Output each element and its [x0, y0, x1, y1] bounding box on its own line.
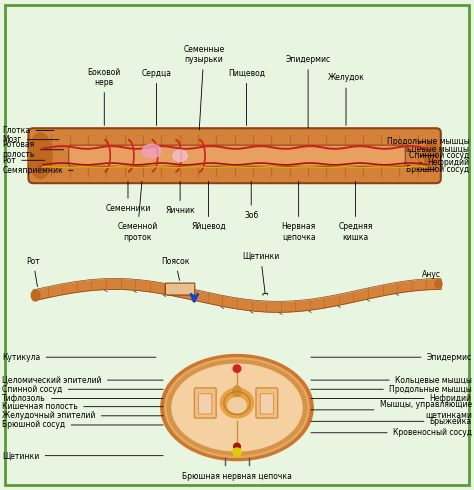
Text: Брюшной сосуд: Брюшной сосуд	[2, 420, 163, 429]
Text: Кутикула: Кутикула	[2, 353, 156, 362]
FancyBboxPatch shape	[194, 388, 216, 418]
Text: Ротовая
полость: Ротовая полость	[2, 140, 64, 159]
Text: Нефридий: Нефридий	[420, 158, 469, 167]
Ellipse shape	[424, 140, 438, 171]
Ellipse shape	[28, 133, 52, 178]
Text: Эпидермис: Эпидермис	[285, 55, 331, 128]
Ellipse shape	[435, 280, 442, 288]
Circle shape	[233, 365, 241, 372]
Text: Рот: Рот	[26, 257, 40, 287]
Text: Желудочный эпителий: Желудочный эпителий	[2, 411, 163, 420]
Circle shape	[233, 448, 241, 456]
Ellipse shape	[165, 358, 309, 458]
Text: Анус: Анус	[422, 270, 441, 284]
Text: Кольцевые мышцы: Кольцевые мышцы	[392, 145, 469, 153]
Ellipse shape	[172, 364, 302, 451]
Text: Сердца: Сердца	[141, 69, 172, 125]
Text: Мышцы, управляющие
щетинками: Мышцы, управляющие щетинками	[311, 400, 472, 419]
Text: Семенники: Семенники	[105, 181, 151, 213]
FancyBboxPatch shape	[5, 5, 469, 485]
Text: Семенные
пузырьки: Семенные пузырьки	[183, 45, 225, 130]
Text: Продольные мышцы: Продольные мышцы	[386, 138, 469, 147]
Text: Спинной сосуд: Спинной сосуд	[409, 151, 469, 160]
Ellipse shape	[220, 388, 254, 418]
Text: Зоб: Зоб	[244, 181, 258, 220]
Text: Спинной сосуд: Спинной сосуд	[2, 385, 163, 394]
Ellipse shape	[142, 144, 161, 158]
Ellipse shape	[228, 397, 246, 413]
FancyBboxPatch shape	[256, 388, 278, 418]
Ellipse shape	[161, 355, 313, 460]
Text: Рот: Рот	[2, 156, 45, 165]
FancyBboxPatch shape	[69, 145, 405, 166]
Text: Глотка: Глотка	[2, 126, 54, 135]
Text: Желудок: Желудок	[328, 74, 365, 125]
Text: Щетинки: Щетинки	[2, 451, 163, 460]
Text: Нервная
цепочка: Нервная цепочка	[282, 181, 316, 242]
FancyBboxPatch shape	[28, 128, 441, 183]
Text: Щетинки: Щетинки	[242, 252, 279, 295]
Text: Целомический эпителий: Целомический эпителий	[2, 376, 163, 385]
Text: Семяприёмник: Семяприёмник	[2, 166, 73, 175]
Text: Тифлозоль: Тифлозоль	[2, 394, 163, 403]
Text: Брюшная нервная цепочка: Брюшная нервная цепочка	[182, 472, 292, 481]
Text: Яйцевод: Яйцевод	[191, 181, 226, 231]
Text: Брюшной сосуд: Брюшной сосуд	[406, 165, 469, 174]
Ellipse shape	[167, 360, 307, 455]
Ellipse shape	[31, 290, 40, 301]
Text: Кровеносный сосуд: Кровеносный сосуд	[311, 428, 472, 437]
Text: Семенной
проток: Семенной проток	[118, 181, 157, 242]
Ellipse shape	[173, 150, 187, 161]
Text: Продольные мышцы: Продольные мышцы	[311, 385, 472, 394]
Text: Пищевод: Пищевод	[228, 69, 265, 125]
Text: Яичник: Яичник	[165, 181, 195, 215]
Text: Нефридий: Нефридий	[311, 394, 472, 403]
Text: Кишечная полость: Кишечная полость	[2, 402, 163, 411]
Text: Эпидермис: Эпидермис	[311, 353, 472, 362]
Text: Средняя
кишка: Средняя кишка	[338, 181, 373, 242]
Text: Брыжейка: Брыжейка	[311, 417, 472, 426]
Text: Кольцевые мышцы: Кольцевые мышцы	[311, 376, 472, 385]
FancyBboxPatch shape	[260, 394, 273, 414]
Ellipse shape	[233, 386, 241, 397]
Text: Поясок: Поясок	[161, 257, 190, 280]
Text: Мозг: Мозг	[2, 135, 59, 144]
FancyBboxPatch shape	[165, 283, 195, 295]
Circle shape	[234, 443, 240, 450]
Text: Боковой
нерв: Боковой нерв	[88, 68, 121, 125]
FancyArrowPatch shape	[191, 294, 198, 301]
FancyBboxPatch shape	[199, 394, 212, 414]
